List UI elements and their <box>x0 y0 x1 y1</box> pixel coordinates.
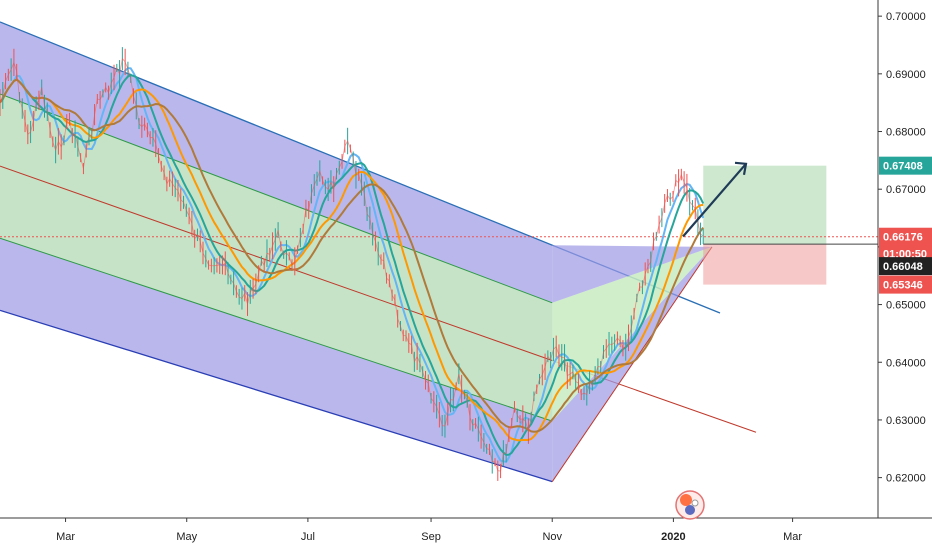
moving-average-line <box>0 73 705 456</box>
entry-tag-label: 0.66048 <box>883 261 923 273</box>
y-tick-label: 0.64000 <box>886 357 926 369</box>
price-series <box>0 47 704 481</box>
arrow-shaft[interactable] <box>682 163 747 238</box>
time-axis[interactable]: Mar May Jul Sep Nov 2020 Mar <box>56 518 802 543</box>
stop-loss-tag-label: 0.65346 <box>883 280 923 292</box>
y-tick-label: 0.62000 <box>886 473 926 485</box>
channel-edge-line <box>551 246 713 482</box>
channel-edge-upper <box>552 245 712 303</box>
y-tick-label: 0.70000 <box>886 11 926 23</box>
arrow-head <box>734 161 748 175</box>
moving-average-line <box>0 78 704 442</box>
take-profit-zone[interactable] <box>703 165 827 245</box>
long-position-tool[interactable] <box>0 165 878 285</box>
price-close-line <box>0 57 704 472</box>
y-tick-label: 0.63000 <box>886 415 926 427</box>
y-tick-label: 0.65000 <box>886 300 926 312</box>
take-profit-tag-label: 0.67408 <box>883 161 923 173</box>
channel-middle-line[interactable] <box>0 165 757 433</box>
last-price-tag <box>879 227 932 246</box>
y-tick-label: 0.67000 <box>886 184 926 196</box>
stop-loss-zone[interactable] <box>703 244 827 285</box>
events-icon[interactable] <box>675 490 705 520</box>
x-tick-label: Nov <box>542 531 562 543</box>
x-tick-label: Mar <box>783 531 802 543</box>
take-profit-tag <box>879 156 932 175</box>
x-tick-label: Sep <box>421 531 441 543</box>
projection-arrow[interactable] <box>682 161 748 238</box>
x-tick-label: Jul <box>301 531 315 543</box>
y-tick-label: 0.69000 <box>886 69 926 81</box>
y-tick-label: 0.68000 <box>886 127 926 139</box>
axes <box>0 0 932 519</box>
x-tick-label: Mar <box>56 531 75 543</box>
last-price-tag-label: 0.66176 <box>883 232 923 244</box>
channel-lower-line[interactable] <box>0 309 553 483</box>
x-tick-label: May <box>176 531 197 543</box>
entry-tag <box>879 257 932 276</box>
stop-loss-tag <box>879 275 932 294</box>
x-tick-label: 2020 <box>661 531 685 543</box>
